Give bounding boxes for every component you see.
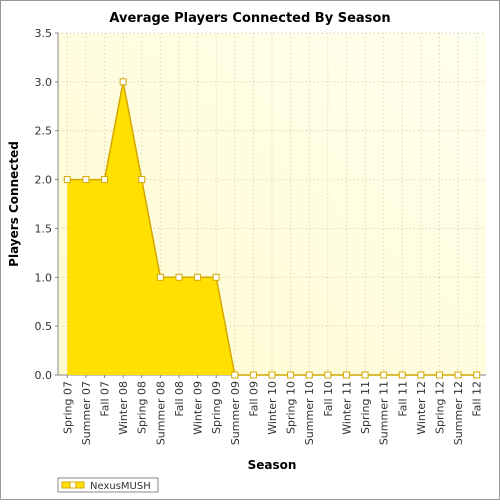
marker	[82, 176, 90, 184]
x-tick-label: Summer 11	[378, 381, 391, 445]
x-tick-label: Summer 08	[154, 381, 167, 445]
marker	[435, 371, 443, 379]
x-tick-label: Summer 07	[80, 381, 93, 445]
marker	[473, 371, 481, 379]
marker	[101, 176, 109, 184]
marker	[380, 371, 388, 379]
marker	[63, 176, 71, 184]
marker	[324, 371, 332, 379]
x-tick-label: Fall 12	[471, 381, 484, 417]
x-tick-label: Fall 07	[99, 381, 112, 417]
x-tick-label: Winter 09	[192, 381, 205, 435]
x-tick-label: Winter 12	[415, 381, 428, 435]
marker	[305, 371, 313, 379]
area	[67, 81, 477, 375]
x-tick-label: Winter 08	[117, 381, 130, 435]
x-tick-label: Spring 12	[433, 381, 446, 434]
marker	[119, 78, 127, 86]
chart-title: Average Players Connected By Season	[109, 11, 390, 26]
marker	[156, 273, 164, 281]
x-tick-label: Spring 10	[285, 381, 298, 434]
x-tick-label: Fall 08	[173, 381, 186, 417]
x-tick-label: Fall 11	[396, 381, 409, 417]
x-tick-label: Spring 11	[359, 381, 372, 434]
marker	[287, 371, 295, 379]
y-tick-label: 0.5	[35, 320, 53, 333]
legend-marker	[69, 481, 77, 489]
x-tick-label: Spring 09	[210, 381, 223, 434]
marker	[454, 371, 462, 379]
marker	[398, 371, 406, 379]
marker	[268, 371, 276, 379]
marker	[175, 273, 183, 281]
marker	[212, 273, 220, 281]
marker	[231, 371, 239, 379]
marker	[138, 176, 146, 184]
x-tick-label: Summer 10	[303, 381, 316, 445]
x-axis-label: Season	[248, 458, 297, 472]
marker	[249, 371, 257, 379]
y-tick-label: 0.0	[35, 369, 53, 382]
x-tick-label: Fall 10	[322, 381, 335, 417]
x-tick-label: Spring 07	[61, 381, 74, 434]
x-tick-label: Summer 12	[452, 381, 465, 445]
y-tick-label: 1.5	[35, 222, 53, 235]
x-tick-label: Winter 10	[266, 381, 279, 435]
y-tick-label: 2.5	[35, 125, 53, 138]
y-axis-label: Players Connected	[7, 141, 21, 267]
x-tick-label: Fall 09	[247, 381, 260, 417]
legend-label: NexusMUSH	[90, 481, 151, 492]
y-tick-label: 2.0	[35, 174, 53, 187]
x-tick-label: Summer 09	[229, 381, 242, 445]
marker	[342, 371, 350, 379]
marker	[194, 273, 202, 281]
y-tick-label: 1.0	[35, 271, 53, 284]
y-tick-label: 3.0	[35, 76, 53, 89]
y-tick-label: 3.5	[35, 27, 53, 40]
marker	[417, 371, 425, 379]
x-tick-label: Spring 08	[136, 381, 149, 434]
marker	[361, 371, 369, 379]
x-tick-label: Winter 11	[340, 381, 353, 435]
